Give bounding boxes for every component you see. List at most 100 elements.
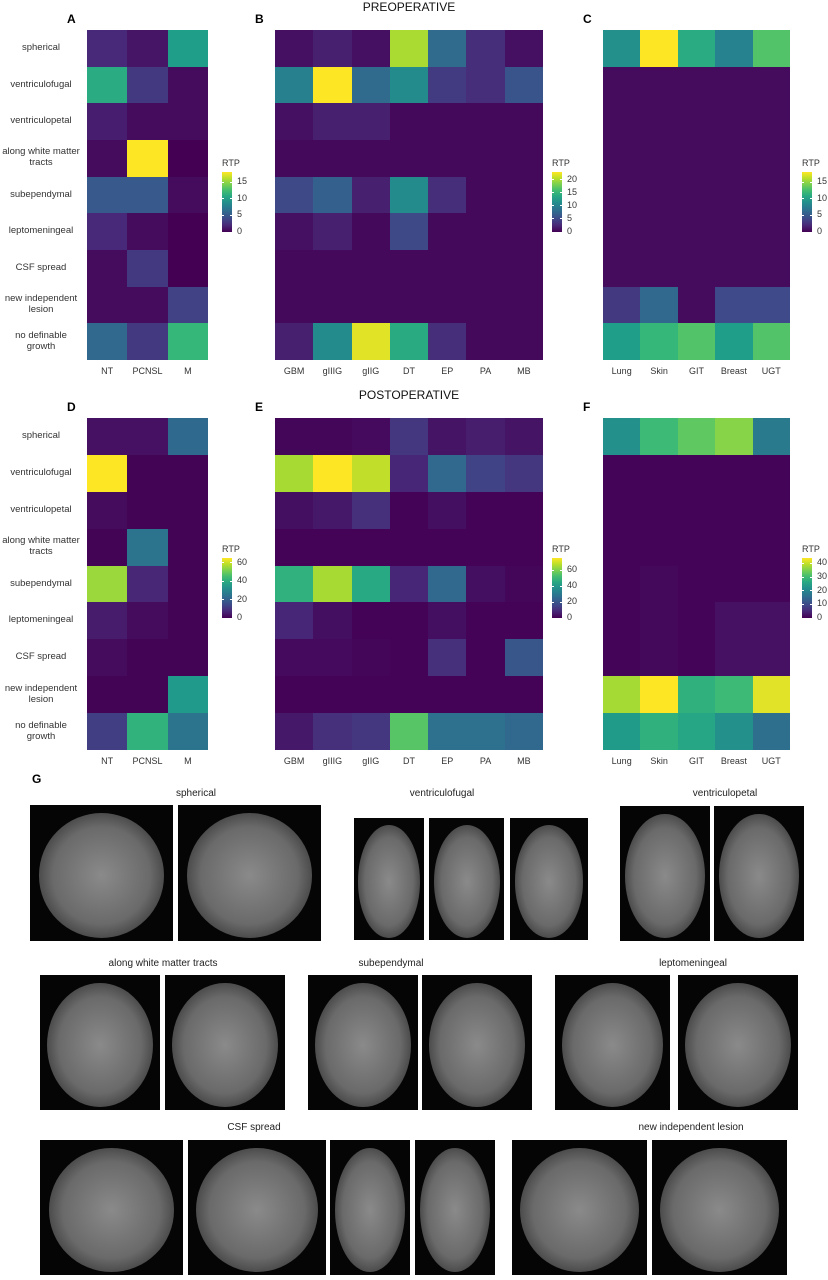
- heatmap-cell: [167, 213, 209, 251]
- brain-scan: [186, 813, 313, 939]
- heatmap-cell: [275, 528, 314, 567]
- section-title: PREOPERATIVE: [362, 0, 456, 14]
- row-label: subependymal: [10, 577, 72, 589]
- heatmap-cell: [87, 418, 128, 456]
- heatmap-cell: [603, 323, 641, 361]
- row-label: no definable growth: [15, 719, 67, 742]
- colorbar-tick: [230, 231, 232, 233]
- heatmap-cell: [428, 528, 467, 567]
- heatmap-cell: [389, 676, 429, 714]
- heatmap-cell: [504, 491, 544, 530]
- x-tick-label: UGT: [761, 366, 781, 376]
- heatmap-cell: [313, 213, 353, 251]
- heatmap-cell: [127, 140, 169, 178]
- heatmap-cell: [603, 103, 641, 141]
- heatmap-cell: [351, 639, 391, 677]
- x-tick-label: DT: [403, 366, 415, 376]
- heatmap-cell: [640, 454, 679, 493]
- colorbar: [802, 558, 812, 618]
- heatmap-cell: [504, 286, 544, 324]
- heatmap-cell: [87, 30, 128, 68]
- colorbar-tick: [230, 580, 232, 582]
- heatmap-cell: [313, 491, 353, 530]
- heatmap-cell: [504, 103, 544, 141]
- colorbar-tick: [810, 617, 812, 619]
- colorbar-tick: [810, 214, 812, 216]
- heatmap-cell: [466, 213, 506, 251]
- brain-scan: [561, 983, 664, 1108]
- heatmap-cell: [677, 323, 716, 361]
- heatmap-cell: [752, 213, 791, 251]
- image-caption: spherical: [175, 788, 217, 799]
- heatmap-cell: [504, 639, 544, 677]
- x-tick-label: Breast: [720, 756, 747, 766]
- heatmap-cell: [466, 676, 506, 714]
- heatmap-cell: [466, 418, 506, 456]
- heatmap-cell: [677, 528, 716, 567]
- heatmap-cell: [389, 565, 429, 603]
- heatmap-cell: [127, 454, 169, 493]
- heatmap-cell: [640, 491, 679, 530]
- panel-label: F: [583, 400, 591, 414]
- colorbar-tick-label: 40: [817, 557, 828, 568]
- heatmap-cell: [127, 176, 169, 214]
- colorbar-tick: [560, 231, 562, 233]
- heatmap-cell: [603, 528, 641, 567]
- heatmap-cell: [275, 418, 314, 456]
- brain-scan: [660, 1148, 779, 1273]
- heatmap-cell: [167, 454, 209, 493]
- colorbar-tick: [222, 562, 224, 564]
- colorbar-title: RTP: [552, 544, 570, 554]
- heatmap-cell: [752, 676, 791, 714]
- heatmap-cell: [167, 103, 209, 141]
- x-tick-label: M: [184, 366, 192, 376]
- heatmap-cell: [389, 176, 429, 214]
- heatmap-cell: [389, 323, 429, 361]
- heatmap-cell: [504, 323, 544, 361]
- heatmap-cell: [428, 30, 467, 68]
- heatmap-cell: [313, 602, 353, 640]
- heatmap-cell: [504, 213, 544, 251]
- heatmap-cell: [603, 639, 641, 677]
- mri-image: [40, 1140, 183, 1275]
- mri-image: [429, 818, 504, 940]
- colorbar-title: RTP: [802, 544, 820, 554]
- heatmap-cell: [167, 565, 209, 603]
- row-label: no definable growth: [15, 329, 67, 352]
- heatmap-cell: [715, 66, 754, 104]
- heatmap-cell: [640, 176, 679, 214]
- row-label: leptomeningeal: [8, 614, 74, 626]
- colorbar-tick: [552, 585, 554, 587]
- colorbar-tick: [802, 181, 804, 183]
- heatmap-cell: [351, 30, 391, 68]
- colorbar-tick: [810, 576, 812, 578]
- image-caption: ventriculofugal: [409, 788, 475, 799]
- colorbar-tick: [810, 562, 812, 564]
- x-tick-label: gIIIG: [322, 756, 343, 766]
- heatmap-cell: [428, 454, 467, 493]
- heatmap-cell: [603, 491, 641, 530]
- heatmap-cell: [504, 30, 544, 68]
- heatmap-cell: [127, 323, 169, 361]
- heatmap-cell: [504, 528, 544, 567]
- colorbar-tick: [552, 601, 554, 603]
- heatmap-cell: [640, 418, 679, 456]
- x-tick-label: GBM: [283, 756, 305, 766]
- heatmap-cell: [677, 103, 716, 141]
- heatmap-cell: [466, 250, 506, 288]
- colorbar-tick: [560, 179, 562, 181]
- heatmap-cell: [275, 454, 314, 493]
- heatmap-cell: [351, 250, 391, 288]
- colorbar-tick: [802, 198, 804, 200]
- heatmap-cell: [351, 713, 391, 751]
- row-label: ventriculofugal: [10, 78, 72, 90]
- brain-scan: [433, 825, 500, 938]
- heatmap-cell: [351, 528, 391, 567]
- heatmap-cell: [466, 639, 506, 677]
- brain-scan: [38, 813, 165, 939]
- colorbar: [552, 558, 562, 618]
- heatmap-cell: [603, 213, 641, 251]
- heatmap-cell: [504, 713, 544, 751]
- row-label: ventriculopetal: [10, 503, 72, 515]
- colorbar-tick: [552, 569, 554, 571]
